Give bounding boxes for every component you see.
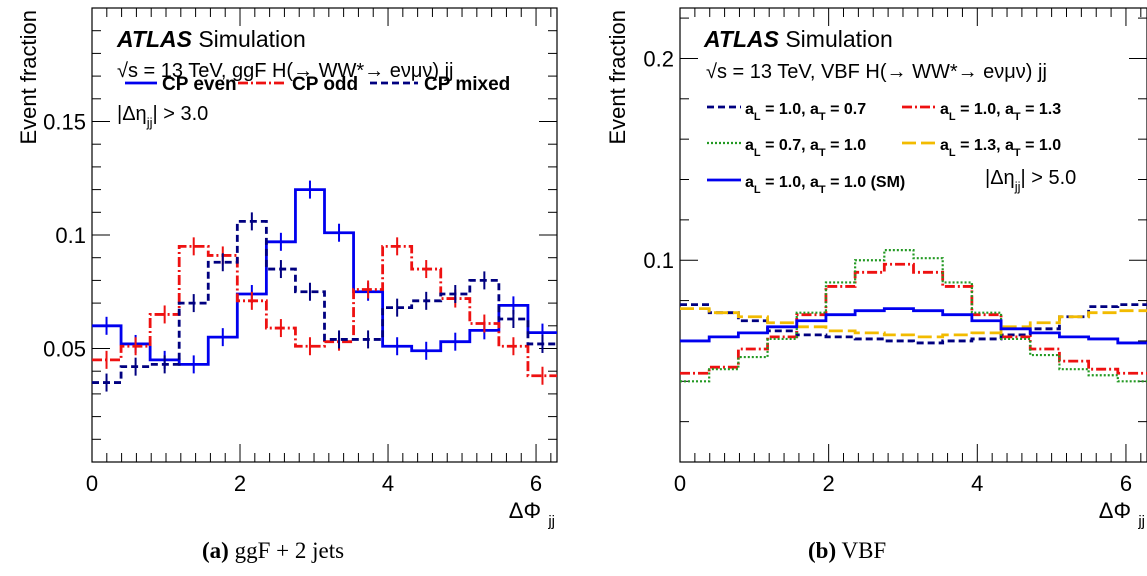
caption-a: (a) ggF + 2 jets: [202, 538, 345, 563]
x-axis-label-sub: jj: [1137, 513, 1145, 530]
chart-panel-b: 0 2 4 6 0.1 0.2 Event fraction ΔΦ jj ATLAS Simula…: [605, 7, 1147, 530]
caption-b: (b) VBF: [808, 538, 887, 563]
y-tick-label: 0.1: [643, 248, 674, 273]
x-axis-label-sub: jj: [547, 513, 555, 530]
y-tick-label: 0.05: [43, 337, 86, 362]
x-tick-label: 4: [971, 471, 983, 496]
energy-label: √s = 13 TeV, ggF H(→ WW*→ eνμν) jj: [117, 60, 453, 82]
x-tick-label: 2: [234, 471, 246, 496]
experiment-label: ATLAS Simulation: [703, 26, 893, 52]
series-line: [680, 307, 1147, 339]
legend-label: CP even: [162, 74, 237, 95]
x-axis-label: ΔΦ: [509, 498, 541, 523]
legend-label: aL = 1.0, aT = 1.0 (SM): [745, 174, 905, 196]
y-axis-label: Event fraction: [605, 10, 630, 145]
y-tick-label: 0.2: [643, 46, 674, 71]
legend-label: aL = 1.0, aT = 0.7: [745, 101, 866, 123]
experiment-label: ATLAS Simulation: [116, 26, 306, 52]
x-axis-label: ΔΦ: [1099, 498, 1131, 523]
series-line: [92, 244, 557, 378]
series-line: [680, 249, 1147, 383]
energy-label: √s = 13 TeV, VBF H(→ WW*→ eνμν) jj: [706, 61, 1047, 83]
x-tick-label: 0: [86, 471, 98, 496]
legend-label: CP mixed: [424, 74, 510, 95]
legend-label: aL = 1.0, aT = 1.3: [940, 101, 1061, 123]
legend-label: CP odd: [292, 74, 358, 95]
legend-label: aL = 1.3, aT = 1.0: [940, 137, 1061, 159]
x-tick-label: 2: [823, 471, 835, 496]
series-line: [680, 262, 1147, 375]
series-line: [92, 188, 557, 366]
series-line: [680, 307, 1147, 345]
series-line: [92, 219, 557, 384]
plot-frame: [679, 7, 1147, 463]
x-tick-label: 4: [382, 471, 394, 496]
legend-label: aL = 0.7, aT = 1.0: [745, 137, 866, 159]
y-tick-label: 0.15: [43, 110, 86, 135]
x-tick-label: 6: [1120, 471, 1132, 496]
x-tick-label: 0: [674, 471, 686, 496]
y-tick-label: 0.1: [55, 223, 86, 248]
y-axis-label: Event fraction: [16, 10, 41, 145]
cut-label: |Δηjj| > 3.0: [117, 103, 208, 130]
cut-label: |Δηjj| > 5.0: [985, 167, 1076, 194]
x-tick-label: 6: [530, 471, 542, 496]
